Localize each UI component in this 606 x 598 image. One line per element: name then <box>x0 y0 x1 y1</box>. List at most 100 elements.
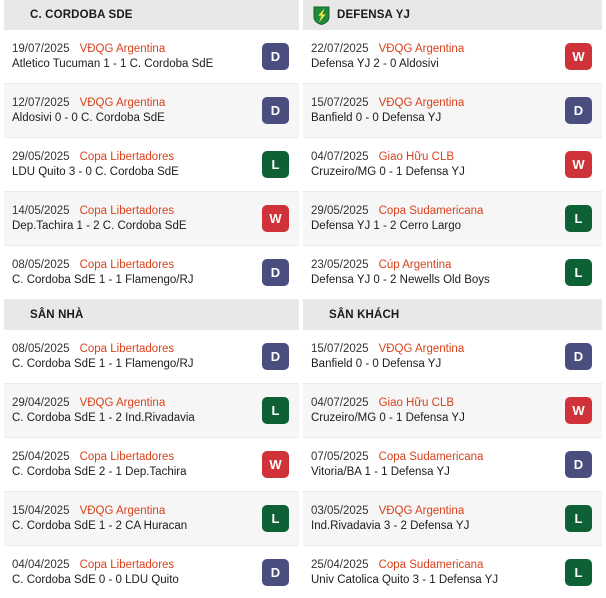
match-fixture: Banfield 0 - 0 Defensa YJ <box>311 112 442 124</box>
match-row[interactable]: 25/04/2025 Copa Sudamericana Univ Catolica… <box>303 546 602 598</box>
match-meta-line: 04/07/2025 Giao Hữu CLB <box>311 151 559 163</box>
match-meta-line: 15/04/2025 VĐQG Argentina <box>12 505 256 517</box>
match-row[interactable]: 14/05/2025 Copa Libertadores Dep.Tachira 1… <box>4 192 299 246</box>
match-info: 03/05/2025 VĐQG Argentina Ind.Rivadavia 3 … <box>309 505 559 532</box>
section-title: DEFENSA YJ <box>337 9 411 21</box>
match-column-left: C. CORDOBA SDE 19/07/2025 VĐQG Argentina At… <box>0 0 299 300</box>
match-row[interactable]: 22/07/2025 VĐQG Argentina Defensa YJ 2 - 0… <box>303 30 602 84</box>
match-competition: Giao Hữu CLB <box>378 397 455 409</box>
result-badge: W <box>262 451 289 478</box>
match-info: 04/04/2025 Copa Libertadores C. Cordoba Sd… <box>10 559 256 586</box>
match-fixture: Aldosivi 0 - 0 C. Cordoba SdE <box>12 112 165 124</box>
result-badge: L <box>565 505 592 532</box>
match-date: 22/07/2025 <box>311 43 369 55</box>
result-badge: D <box>262 259 289 286</box>
match-info: 04/07/2025 Giao Hữu CLB Cruzeiro/MG 0 - 1 … <box>309 397 559 424</box>
section-header: SÂN NHÀ <box>4 300 299 330</box>
match-date: 25/04/2025 <box>12 451 70 463</box>
match-competition: Copa Libertadores <box>79 151 175 163</box>
result-badge: W <box>262 205 289 232</box>
match-fixture: C. Cordoba SdE 1 - 1 Flamengo/RJ <box>12 274 194 286</box>
match-row[interactable]: 15/04/2025 VĐQG Argentina C. Cordoba SdE 1… <box>4 492 299 546</box>
match-row[interactable]: 08/05/2025 Copa Libertadores C. Cordoba Sd… <box>4 246 299 300</box>
match-date: 15/04/2025 <box>12 505 70 517</box>
match-meta-line: 29/05/2025 Copa Sudamericana <box>311 205 559 217</box>
match-meta-line: 25/04/2025 Copa Libertadores <box>12 451 256 463</box>
match-meta-line: 08/05/2025 Copa Libertadores <box>12 343 256 355</box>
match-meta-line: 29/05/2025 Copa Libertadores <box>12 151 256 163</box>
match-row[interactable]: 03/05/2025 VĐQG Argentina Ind.Rivadavia 3 … <box>303 492 602 546</box>
match-info: 25/04/2025 Copa Libertadores C. Cordoba Sd… <box>10 451 256 478</box>
shield-crest-icon <box>313 6 330 25</box>
match-meta-line: 15/07/2025 VĐQG Argentina <box>311 97 559 109</box>
match-fixture: Univ Catolica Quito 3 - 1 Defensa YJ <box>311 574 499 586</box>
match-date: 29/04/2025 <box>12 397 70 409</box>
match-meta-line: 23/05/2025 Cúp Argentina <box>311 259 559 271</box>
match-date: 03/05/2025 <box>311 505 369 517</box>
match-fixture: Cruzeiro/MG 0 - 1 Defensa YJ <box>311 412 465 424</box>
match-row[interactable]: 04/04/2025 Copa Libertadores C. Cordoba Sd… <box>4 546 299 598</box>
match-fixture: Vitoria/BA 1 - 1 Defensa YJ <box>311 466 450 478</box>
match-row[interactable]: 15/07/2025 VĐQG Argentina Banfield 0 - 0 D… <box>303 330 602 384</box>
match-date: 04/04/2025 <box>12 559 70 571</box>
match-list: 08/05/2025 Copa Libertadores C. Cordoba Sd… <box>4 330 299 598</box>
match-info: 15/07/2025 VĐQG Argentina Banfield 0 - 0 D… <box>309 343 559 370</box>
match-fixture: Defensa YJ 0 - 2 Newells Old Boys <box>311 274 490 286</box>
match-fixture: Dep.Tachira 1 - 2 C. Cordoba SdE <box>12 220 187 232</box>
match-meta-line: 22/07/2025 VĐQG Argentina <box>311 43 559 55</box>
match-meta-line: 03/05/2025 VĐQG Argentina <box>311 505 559 517</box>
match-date: 08/05/2025 <box>12 343 70 355</box>
match-row[interactable]: 29/05/2025 Copa Sudamericana Defensa YJ 1 … <box>303 192 602 246</box>
match-row[interactable]: 29/05/2025 Copa Libertadores LDU Quito 3 -… <box>4 138 299 192</box>
result-badge: D <box>262 559 289 586</box>
match-date: 19/07/2025 <box>12 43 70 55</box>
match-meta-line: 08/05/2025 Copa Libertadores <box>12 259 256 271</box>
match-row[interactable]: 12/07/2025 VĐQG Argentina Aldosivi 0 - 0 C… <box>4 84 299 138</box>
match-date: 04/07/2025 <box>311 397 369 409</box>
result-badge: W <box>565 397 592 424</box>
match-competition: VĐQG Argentina <box>378 505 465 517</box>
match-info: 07/05/2025 Copa Sudamericana Vitoria/BA 1 … <box>309 451 559 478</box>
match-date: 04/07/2025 <box>311 151 369 163</box>
section-title: SÂN NHÀ <box>30 309 84 321</box>
match-meta-line: 14/05/2025 Copa Libertadores <box>12 205 256 217</box>
match-info: 08/05/2025 Copa Libertadores C. Cordoba Sd… <box>10 343 256 370</box>
match-competition: VĐQG Argentina <box>378 97 465 109</box>
match-row[interactable]: 23/05/2025 Cúp Argentina Defensa YJ 0 - 2 … <box>303 246 602 300</box>
match-date: 15/07/2025 <box>311 343 369 355</box>
match-competition: VĐQG Argentina <box>79 97 166 109</box>
match-info: 29/05/2025 Copa Libertadores LDU Quito 3 -… <box>10 151 256 178</box>
match-column-right: DEFENSA YJ 22/07/2025 VĐQG Argentina Defens… <box>303 0 602 300</box>
match-date: 07/05/2025 <box>311 451 369 463</box>
match-date: 14/05/2025 <box>12 205 70 217</box>
match-fixture: C. Cordoba SdE 1 - 2 Ind.Rivadavia <box>12 412 195 424</box>
match-meta-line: 07/05/2025 Copa Sudamericana <box>311 451 559 463</box>
match-fixture: Banfield 0 - 0 Defensa YJ <box>311 358 442 370</box>
match-competition: Giao Hữu CLB <box>378 151 455 163</box>
result-badge: W <box>565 43 592 70</box>
match-competition: Copa Sudamericana <box>378 451 484 463</box>
section-header: C. CORDOBA SDE <box>4 0 299 30</box>
result-badge: D <box>565 97 592 124</box>
match-info: 29/05/2025 Copa Sudamericana Defensa YJ 1 … <box>309 205 559 232</box>
match-row[interactable]: 19/07/2025 VĐQG Argentina Atletico Tucuman… <box>4 30 299 84</box>
match-info: 23/05/2025 Cúp Argentina Defensa YJ 0 - 2 … <box>309 259 559 286</box>
match-competition: VĐQG Argentina <box>378 43 465 55</box>
result-badge: D <box>565 451 592 478</box>
match-row[interactable]: 04/07/2025 Giao Hữu CLB Cruzeiro/MG 0 - 1 … <box>303 384 602 438</box>
match-info: 22/07/2025 VĐQG Argentina Defensa YJ 2 - 0… <box>309 43 559 70</box>
match-row[interactable]: 07/05/2025 Copa Sudamericana Vitoria/BA 1 … <box>303 438 602 492</box>
match-meta-line: 12/07/2025 VĐQG Argentina <box>12 97 256 109</box>
match-row[interactable]: 25/04/2025 Copa Libertadores C. Cordoba Sd… <box>4 438 299 492</box>
match-competition: Copa Libertadores <box>79 205 175 217</box>
match-fixture: C. Cordoba SdE 1 - 2 CA Huracan <box>12 520 188 532</box>
match-row[interactable]: 15/07/2025 VĐQG Argentina Banfield 0 - 0 D… <box>303 84 602 138</box>
match-row[interactable]: 29/04/2025 VĐQG Argentina C. Cordoba SdE 1… <box>4 384 299 438</box>
match-meta-line: 04/04/2025 Copa Libertadores <box>12 559 256 571</box>
result-badge: L <box>565 559 592 586</box>
result-badge: D <box>262 97 289 124</box>
match-fixture: Cruzeiro/MG 0 - 1 Defensa YJ <box>311 166 465 178</box>
match-row[interactable]: 08/05/2025 Copa Libertadores C. Cordoba Sd… <box>4 330 299 384</box>
match-row[interactable]: 04/07/2025 Giao Hữu CLB Cruzeiro/MG 0 - 1 … <box>303 138 602 192</box>
